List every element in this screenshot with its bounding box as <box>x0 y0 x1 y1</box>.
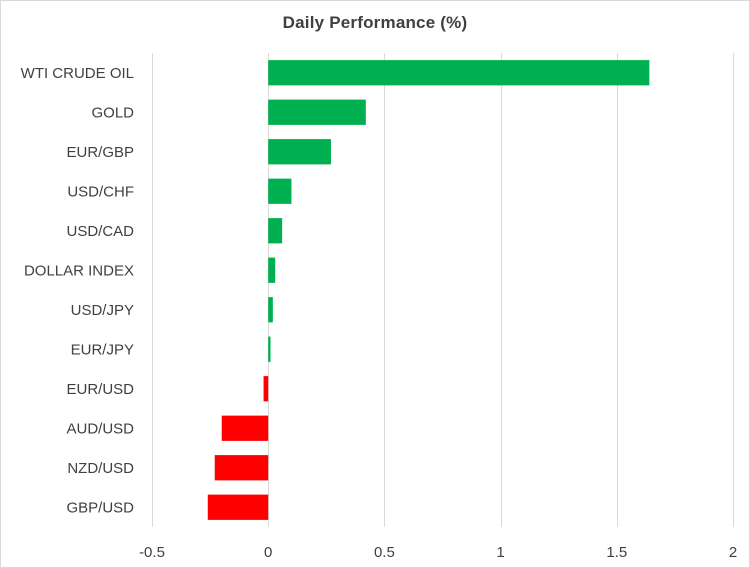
x-tick-label: 2 <box>729 544 737 561</box>
category-label: NZD/USD <box>67 460 134 477</box>
bar <box>207 494 269 520</box>
category-label: GBP/USD <box>66 499 134 516</box>
category-label: DOLLAR INDEX <box>24 262 134 279</box>
category-label: USD/JPY <box>71 302 134 319</box>
bar <box>268 178 292 204</box>
bar <box>268 60 650 86</box>
category-label: EUR/GBP <box>66 144 134 161</box>
bar <box>268 297 273 323</box>
x-tick-label: 1 <box>496 544 504 561</box>
bar <box>268 139 331 165</box>
bar <box>214 455 269 481</box>
chart-title: Daily Performance (%) <box>282 13 468 32</box>
category-label: EUR/USD <box>66 381 134 398</box>
category-label: AUD/USD <box>66 420 134 437</box>
bar <box>268 257 276 283</box>
x-tick-label: 1.5 <box>606 544 627 561</box>
x-tick-label: -0.5 <box>139 544 165 561</box>
bar <box>268 336 271 362</box>
category-label: GOLD <box>91 104 134 121</box>
x-tick-label: 0 <box>264 544 272 561</box>
category-label: USD/CHF <box>67 183 134 200</box>
bar <box>221 415 269 441</box>
category-label: WTI CRUDE OIL <box>21 65 134 82</box>
bar <box>263 376 269 402</box>
category-label: USD/CAD <box>66 223 134 240</box>
bar <box>268 99 366 125</box>
bar <box>268 218 283 244</box>
x-tick-label: 0.5 <box>374 544 395 561</box>
category-label: EUR/JPY <box>71 341 134 358</box>
